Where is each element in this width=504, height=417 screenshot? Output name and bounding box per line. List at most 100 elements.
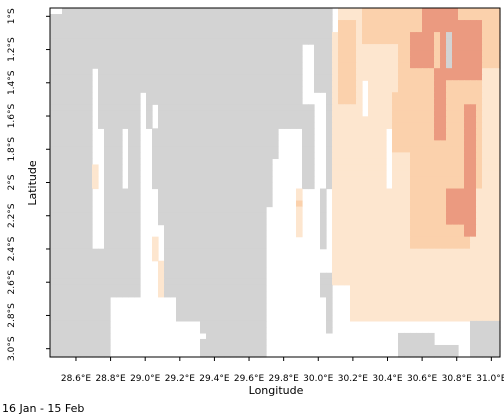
- map-cell: [476, 74, 483, 81]
- map-cell: [128, 104, 135, 111]
- map-cell: [416, 158, 423, 166]
- map-cell: [446, 272, 453, 280]
- map-cell: [476, 296, 483, 304]
- map-cell: [206, 122, 213, 129]
- map-cell: [74, 278, 81, 286]
- map-cell: [404, 140, 411, 147]
- map-cell: [452, 230, 459, 238]
- map-cell: [488, 206, 495, 214]
- map-cell: [266, 140, 273, 147]
- map-cell: [230, 68, 237, 75]
- map-cell: [50, 134, 57, 141]
- map-cell: [224, 350, 231, 358]
- map-cell: [410, 290, 417, 298]
- map-cell: [200, 68, 207, 75]
- map-cell: [128, 86, 135, 93]
- map-cell: [452, 206, 459, 214]
- map-cell: [374, 62, 381, 69]
- map-cell: [242, 68, 249, 75]
- map-cell: [56, 278, 63, 286]
- map-cell: [188, 278, 195, 286]
- map-cell: [116, 218, 123, 226]
- map-cell: [212, 146, 219, 154]
- map-cell: [416, 20, 423, 27]
- map-cell: [350, 248, 357, 256]
- map-cell: [230, 314, 237, 322]
- map-cell: [80, 272, 87, 280]
- map-cell: [338, 134, 345, 141]
- map-cell: [470, 242, 477, 250]
- map-cell: [422, 44, 429, 51]
- map-cell: [350, 242, 357, 250]
- map-cell: [338, 98, 345, 105]
- map-cell: [182, 194, 189, 202]
- map-cell: [230, 248, 237, 256]
- map-cell: [56, 14, 63, 21]
- map-cell: [272, 56, 279, 63]
- map-cell: [200, 284, 207, 292]
- map-cell: [470, 20, 477, 27]
- map-cell: [404, 260, 411, 268]
- map-cell: [482, 32, 489, 39]
- map-cell: [422, 224, 429, 232]
- map-cell: [338, 200, 345, 208]
- map-cell: [434, 248, 441, 256]
- map-cell: [260, 104, 267, 111]
- map-cell: [116, 134, 123, 141]
- map-cell: [182, 116, 189, 123]
- map-cell: [308, 32, 315, 39]
- map-cell: [50, 344, 57, 352]
- map-cell: [206, 68, 213, 75]
- map-cell: [452, 248, 459, 256]
- map-cell: [314, 68, 321, 75]
- map-cell: [404, 314, 411, 322]
- map-cell: [362, 164, 369, 172]
- map-cell: [188, 116, 195, 123]
- map-cell: [224, 260, 231, 268]
- map-cell: [104, 80, 111, 87]
- map-cell: [242, 236, 249, 244]
- map-cell: [284, 38, 291, 45]
- map-cell: [236, 62, 243, 69]
- map-cell: [80, 344, 87, 352]
- map-cell: [152, 74, 159, 81]
- map-cell: [446, 212, 453, 220]
- map-cell: [446, 308, 453, 316]
- map-cell: [176, 104, 183, 111]
- map-cell: [416, 8, 423, 15]
- map-cell: [326, 62, 333, 69]
- map-cell: [422, 164, 429, 172]
- map-cell: [212, 212, 219, 220]
- map-cell: [392, 242, 399, 250]
- map-cell: [260, 110, 267, 117]
- map-cell: [236, 74, 243, 81]
- map-cell: [476, 224, 483, 232]
- map-cell: [284, 80, 291, 87]
- map-cell: [278, 104, 285, 111]
- map-cell: [296, 86, 303, 93]
- map-cell: [344, 68, 351, 75]
- map-cell: [224, 80, 231, 87]
- map-cell: [152, 20, 159, 27]
- map-cell: [68, 218, 75, 226]
- map-cell: [260, 50, 267, 57]
- map-cell: [242, 110, 249, 117]
- map-cell: [158, 38, 165, 45]
- x-tick-label: 29.0°E: [130, 374, 161, 384]
- map-cell: [110, 128, 117, 135]
- map-cell: [176, 170, 183, 178]
- map-cell: [440, 68, 447, 75]
- map-cell: [188, 194, 195, 202]
- map-cell: [356, 302, 363, 310]
- map-cell: [248, 236, 255, 244]
- map-cell: [56, 254, 63, 262]
- map-cell: [338, 68, 345, 75]
- map-cell: [488, 272, 495, 280]
- map-cell: [80, 98, 87, 105]
- map-cell: [344, 182, 351, 190]
- map-cell: [362, 242, 369, 250]
- map-cell: [200, 248, 207, 256]
- map-cell: [68, 62, 75, 69]
- map-cell: [392, 176, 399, 184]
- map-cell: [344, 188, 351, 196]
